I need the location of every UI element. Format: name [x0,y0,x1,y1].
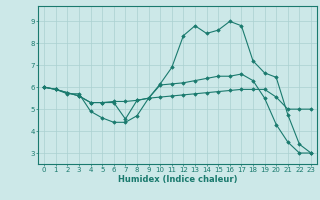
X-axis label: Humidex (Indice chaleur): Humidex (Indice chaleur) [118,175,237,184]
